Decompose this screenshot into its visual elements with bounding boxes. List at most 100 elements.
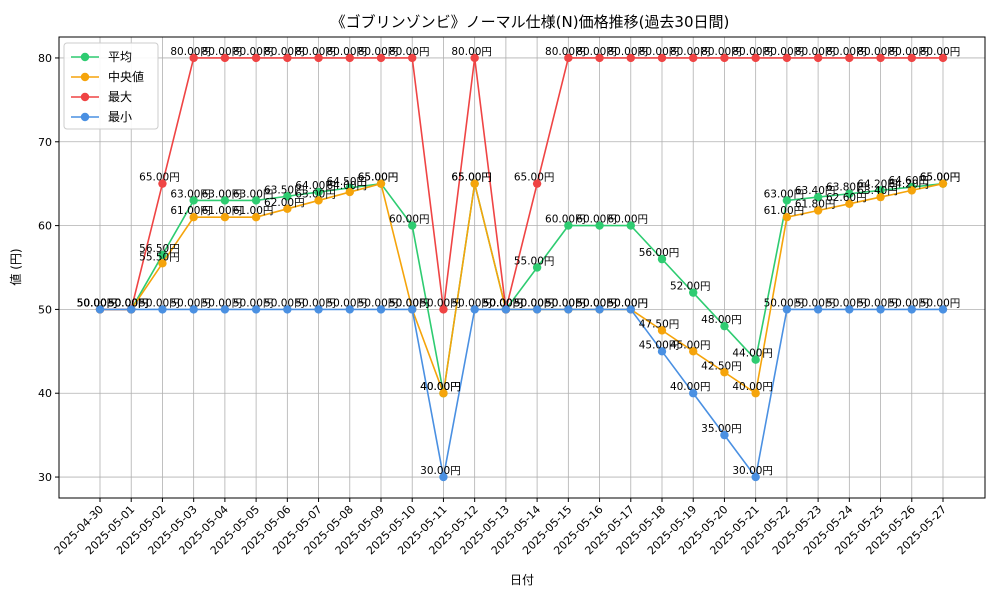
plot-frame [58, 36, 986, 499]
series-3-point [626, 305, 635, 314]
series-2-point [564, 53, 573, 63]
series-2-data-label: 50.00円 [108, 297, 149, 309]
series-2-data-label: 50.00円 [77, 297, 118, 309]
legend-label-3: 最小 [108, 110, 132, 124]
y-tick-label: 30 [38, 471, 52, 484]
series-2-data-label: 80.00円 [888, 46, 929, 58]
series-3-point [220, 305, 230, 314]
series-2-point [532, 179, 542, 188]
series-3-point [376, 305, 386, 314]
series-2-point [595, 53, 604, 63]
series-2-point [689, 53, 698, 63]
series-1-data-label: 50.00円 [483, 297, 524, 309]
series-0-data-label: 56.50円 [139, 243, 180, 255]
series-1-point [907, 186, 916, 195]
series-1-point [283, 204, 292, 214]
series-0-point [751, 355, 760, 364]
series-0-data-label: 56.00円 [639, 247, 680, 259]
series-2-point [345, 53, 354, 63]
series-0-data-label: 50.00円 [77, 297, 118, 309]
series-3-point [720, 430, 729, 440]
series-layer [95, 53, 948, 482]
series-2-data-label: 80.00円 [764, 46, 805, 58]
series-1-data-label: 50.00円 [545, 297, 586, 309]
series-2-point [189, 53, 198, 63]
series-3-point [127, 305, 136, 314]
series-2-point [845, 53, 854, 63]
chart-title: 《ゴブリンゾンビ》ノーマル仕様(N)価格推移(過去30日間) [331, 13, 730, 31]
series-3-data-label: 50.00円 [545, 297, 586, 309]
series-3-data-label: 50.00円 [483, 297, 524, 309]
series-3-data-label: 50.00円 [576, 297, 617, 309]
series-0-data-label: 65.00円 [358, 172, 399, 184]
series-3-data-label: 50.00円 [295, 297, 336, 309]
series-2-data-label: 80.00円 [607, 46, 648, 58]
series-0-data-label: 63.00円 [233, 188, 274, 200]
series-1-data-label: 50.00円 [389, 297, 430, 309]
series-3-data-label: 50.00円 [764, 297, 805, 309]
y-tick-label: 60 [38, 220, 52, 233]
series-0-data-label: 64.50円 [326, 176, 367, 188]
series-3-data-label: 50.00円 [233, 297, 274, 309]
legend-swatch-marker-1 [80, 72, 90, 82]
series-2-data-label: 65.00円 [514, 172, 555, 184]
series-1-data-label: 61.00円 [202, 205, 243, 217]
series-0-data-label: 63.80円 [826, 182, 867, 194]
series-0-data-label: 63.00円 [202, 188, 243, 200]
series-1-data-label: 62.00円 [264, 197, 305, 209]
series-1-data-label: 64.00円 [326, 180, 367, 192]
series-0-point [813, 192, 823, 202]
series-1-point [845, 199, 854, 208]
series-1-data-label: 61.00円 [233, 205, 274, 217]
series-1-point [376, 179, 386, 188]
series-2-data-label: 80.00円 [576, 46, 617, 58]
series-3-point [501, 305, 511, 314]
series-3-point [657, 347, 667, 356]
series-1-point [470, 179, 479, 188]
series-3-point [345, 305, 354, 314]
series-3-data-label: 30.00円 [420, 465, 461, 477]
series-1-data-label: 50.00円 [514, 297, 555, 309]
series-2-data-label: 65.00円 [139, 172, 180, 184]
series-0-data-label: 63.50円 [264, 184, 305, 196]
series-2-point [720, 53, 729, 63]
y-axis-label: 値 (円) [8, 248, 23, 285]
series-1-data-label: 42.50円 [701, 360, 742, 372]
series-2-point [283, 53, 292, 63]
series-0-point [876, 186, 885, 195]
series-0-data-label: 63.00円 [764, 188, 805, 200]
series-1-data-label: 65.00円 [358, 172, 399, 184]
series-line-2 [100, 57, 943, 311]
data-labels-layer: 50.00円50.00円56.50円63.00円63.00円63.00円63.5… [77, 46, 961, 477]
series-0-point [782, 196, 792, 205]
series-0-data-label: 60.00円 [389, 214, 430, 226]
series-0-data-label: 40.00円 [420, 381, 461, 393]
series-0-point [220, 196, 230, 205]
series-1-data-label: 65.00円 [451, 172, 492, 184]
series-1-point [158, 259, 167, 268]
series-line-0 [100, 182, 944, 394]
series-3-data-label: 50.00円 [888, 297, 929, 309]
series-2-point [158, 179, 167, 188]
series-1-data-label: 45.00円 [670, 339, 711, 351]
series-3-point [158, 305, 167, 314]
y-axis: 30 40 50 60 70 80 [38, 52, 59, 484]
series-3-data-label: 30.00円 [732, 465, 773, 477]
series-2-data-label: 80.00円 [920, 46, 961, 58]
series-0-data-label: 64.00円 [295, 180, 336, 192]
series-1-data-label: 50.00円 [108, 297, 149, 309]
series-3-data-label: 50.00円 [514, 297, 555, 309]
series-2-data-label: 80.00円 [326, 46, 367, 58]
y-tick-label: 50 [38, 303, 52, 316]
series-1-data-label: 40.00円 [732, 381, 773, 393]
series-3-data-label: 50.00円 [202, 297, 243, 309]
x-axis: 2025-04-302025-05-012025-05-022025-05-03… [52, 498, 949, 557]
series-1-point [657, 326, 667, 335]
series-2-point [220, 53, 230, 63]
series-1-point [251, 213, 261, 222]
series-3-point [408, 305, 417, 314]
series-1-data-label: 62.60円 [826, 192, 867, 204]
series-1-data-label: 65.00円 [920, 172, 961, 184]
series-1-point [345, 187, 354, 197]
